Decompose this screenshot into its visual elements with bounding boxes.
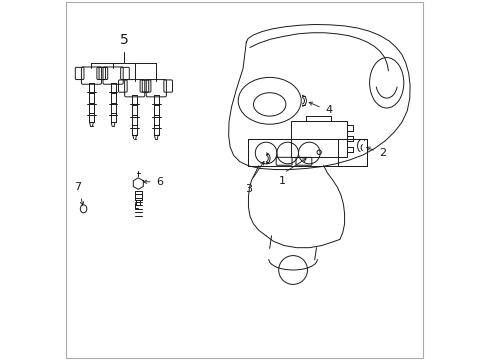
Text: 6: 6	[156, 177, 163, 187]
Text: 7: 7	[74, 181, 81, 192]
Text: 1: 1	[278, 176, 285, 186]
Text: 2: 2	[379, 148, 386, 158]
Text: 3: 3	[245, 184, 252, 194]
Text: 5: 5	[119, 33, 128, 47]
Bar	[337, 139, 366, 166]
Bar	[291, 121, 346, 157]
Text: 4: 4	[325, 105, 332, 115]
Bar	[247, 139, 366, 166]
